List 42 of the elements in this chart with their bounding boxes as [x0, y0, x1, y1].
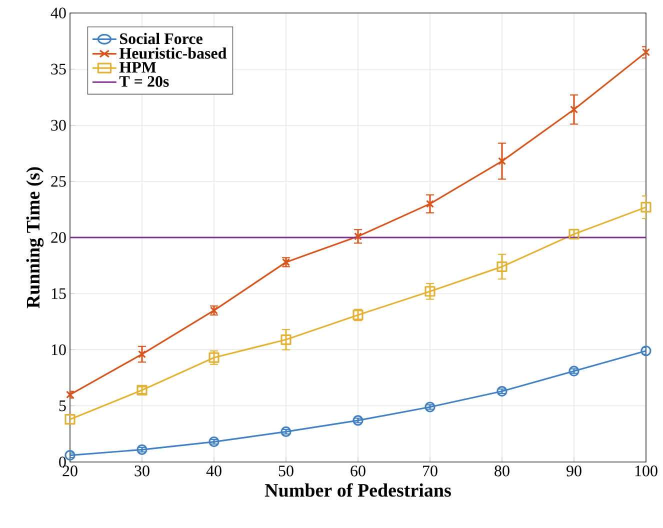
point [280, 426, 292, 437]
y-tick-label: 40 [50, 8, 66, 18]
y-tick-label: 15 [52, 288, 66, 299]
legend-label: Social Force [120, 32, 202, 44]
point [64, 450, 76, 461]
point [496, 261, 508, 272]
point [208, 352, 220, 363]
point [280, 334, 292, 345]
legend-label: HPM [119, 62, 156, 73]
point [424, 286, 436, 297]
point [498, 157, 506, 166]
x-axis-title: Number of Pedestrians [264, 483, 451, 497]
y-tick-label: 0 [59, 456, 66, 468]
x-tick-label: 40 [206, 466, 222, 476]
y-tick-label: 30 [51, 120, 66, 131]
point [138, 350, 146, 358]
y-tick-label: 35 [51, 64, 66, 74]
y-tick-label: 20 [51, 232, 66, 243]
legend-label: Heuristic-based [119, 47, 227, 59]
point [640, 202, 652, 212]
point [570, 106, 578, 114]
y-tick-label: 10 [52, 344, 66, 356]
x-tick-label: 50 [278, 466, 294, 476]
point [136, 444, 148, 455]
x-tick-label: 70 [423, 466, 438, 476]
point [208, 436, 220, 448]
point [426, 200, 434, 208]
x-tick-label: 90 [566, 466, 582, 476]
point [640, 346, 652, 356]
point [64, 414, 76, 425]
y-tick-label: 25 [51, 176, 66, 187]
point [354, 232, 362, 240]
x-tick-label: 30 [134, 466, 150, 476]
x-tick-label: 100 [635, 466, 658, 476]
point [568, 366, 580, 376]
y-axis-title: Running Time (s) [26, 167, 44, 308]
x-tick-label: 80 [494, 466, 510, 476]
legend-label: T = 20s [119, 76, 169, 87]
x-tick-label: 60 [350, 466, 366, 476]
point [496, 386, 508, 397]
y-tick-label: 5 [59, 400, 66, 412]
point [66, 390, 74, 399]
